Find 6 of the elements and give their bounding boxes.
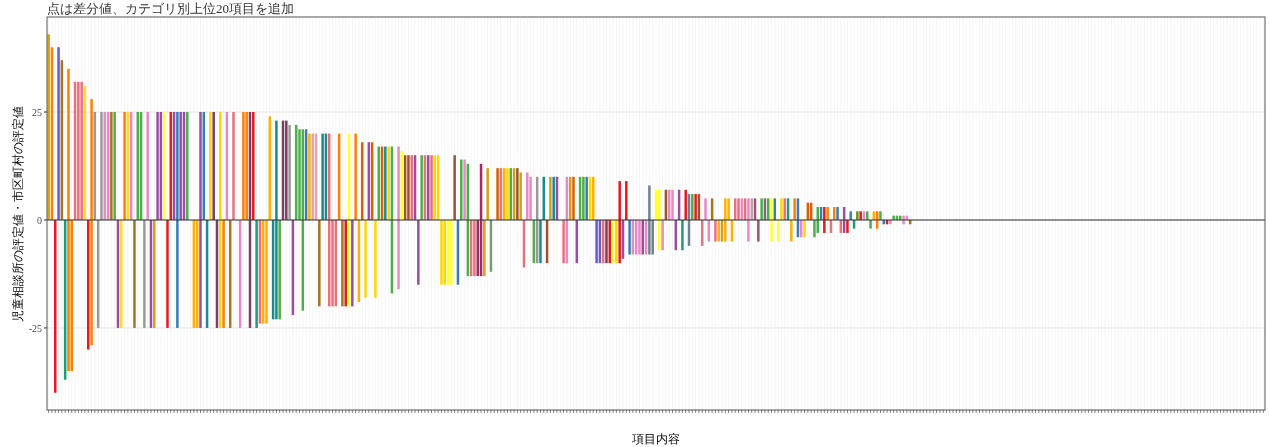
y-tick-label: 25 — [32, 107, 42, 119]
chart-subtitle: 点は差分値、カテゴリ別上位20項目を追加 — [47, 1, 294, 16]
y-tick-label: 0 — [37, 214, 42, 226]
y-axis-title: 児童相談所の評定値・市区町村の評定値 — [11, 105, 25, 322]
y-tick-label: -25 — [28, 322, 42, 334]
x-axis-title: 項目内容 — [631, 432, 680, 446]
